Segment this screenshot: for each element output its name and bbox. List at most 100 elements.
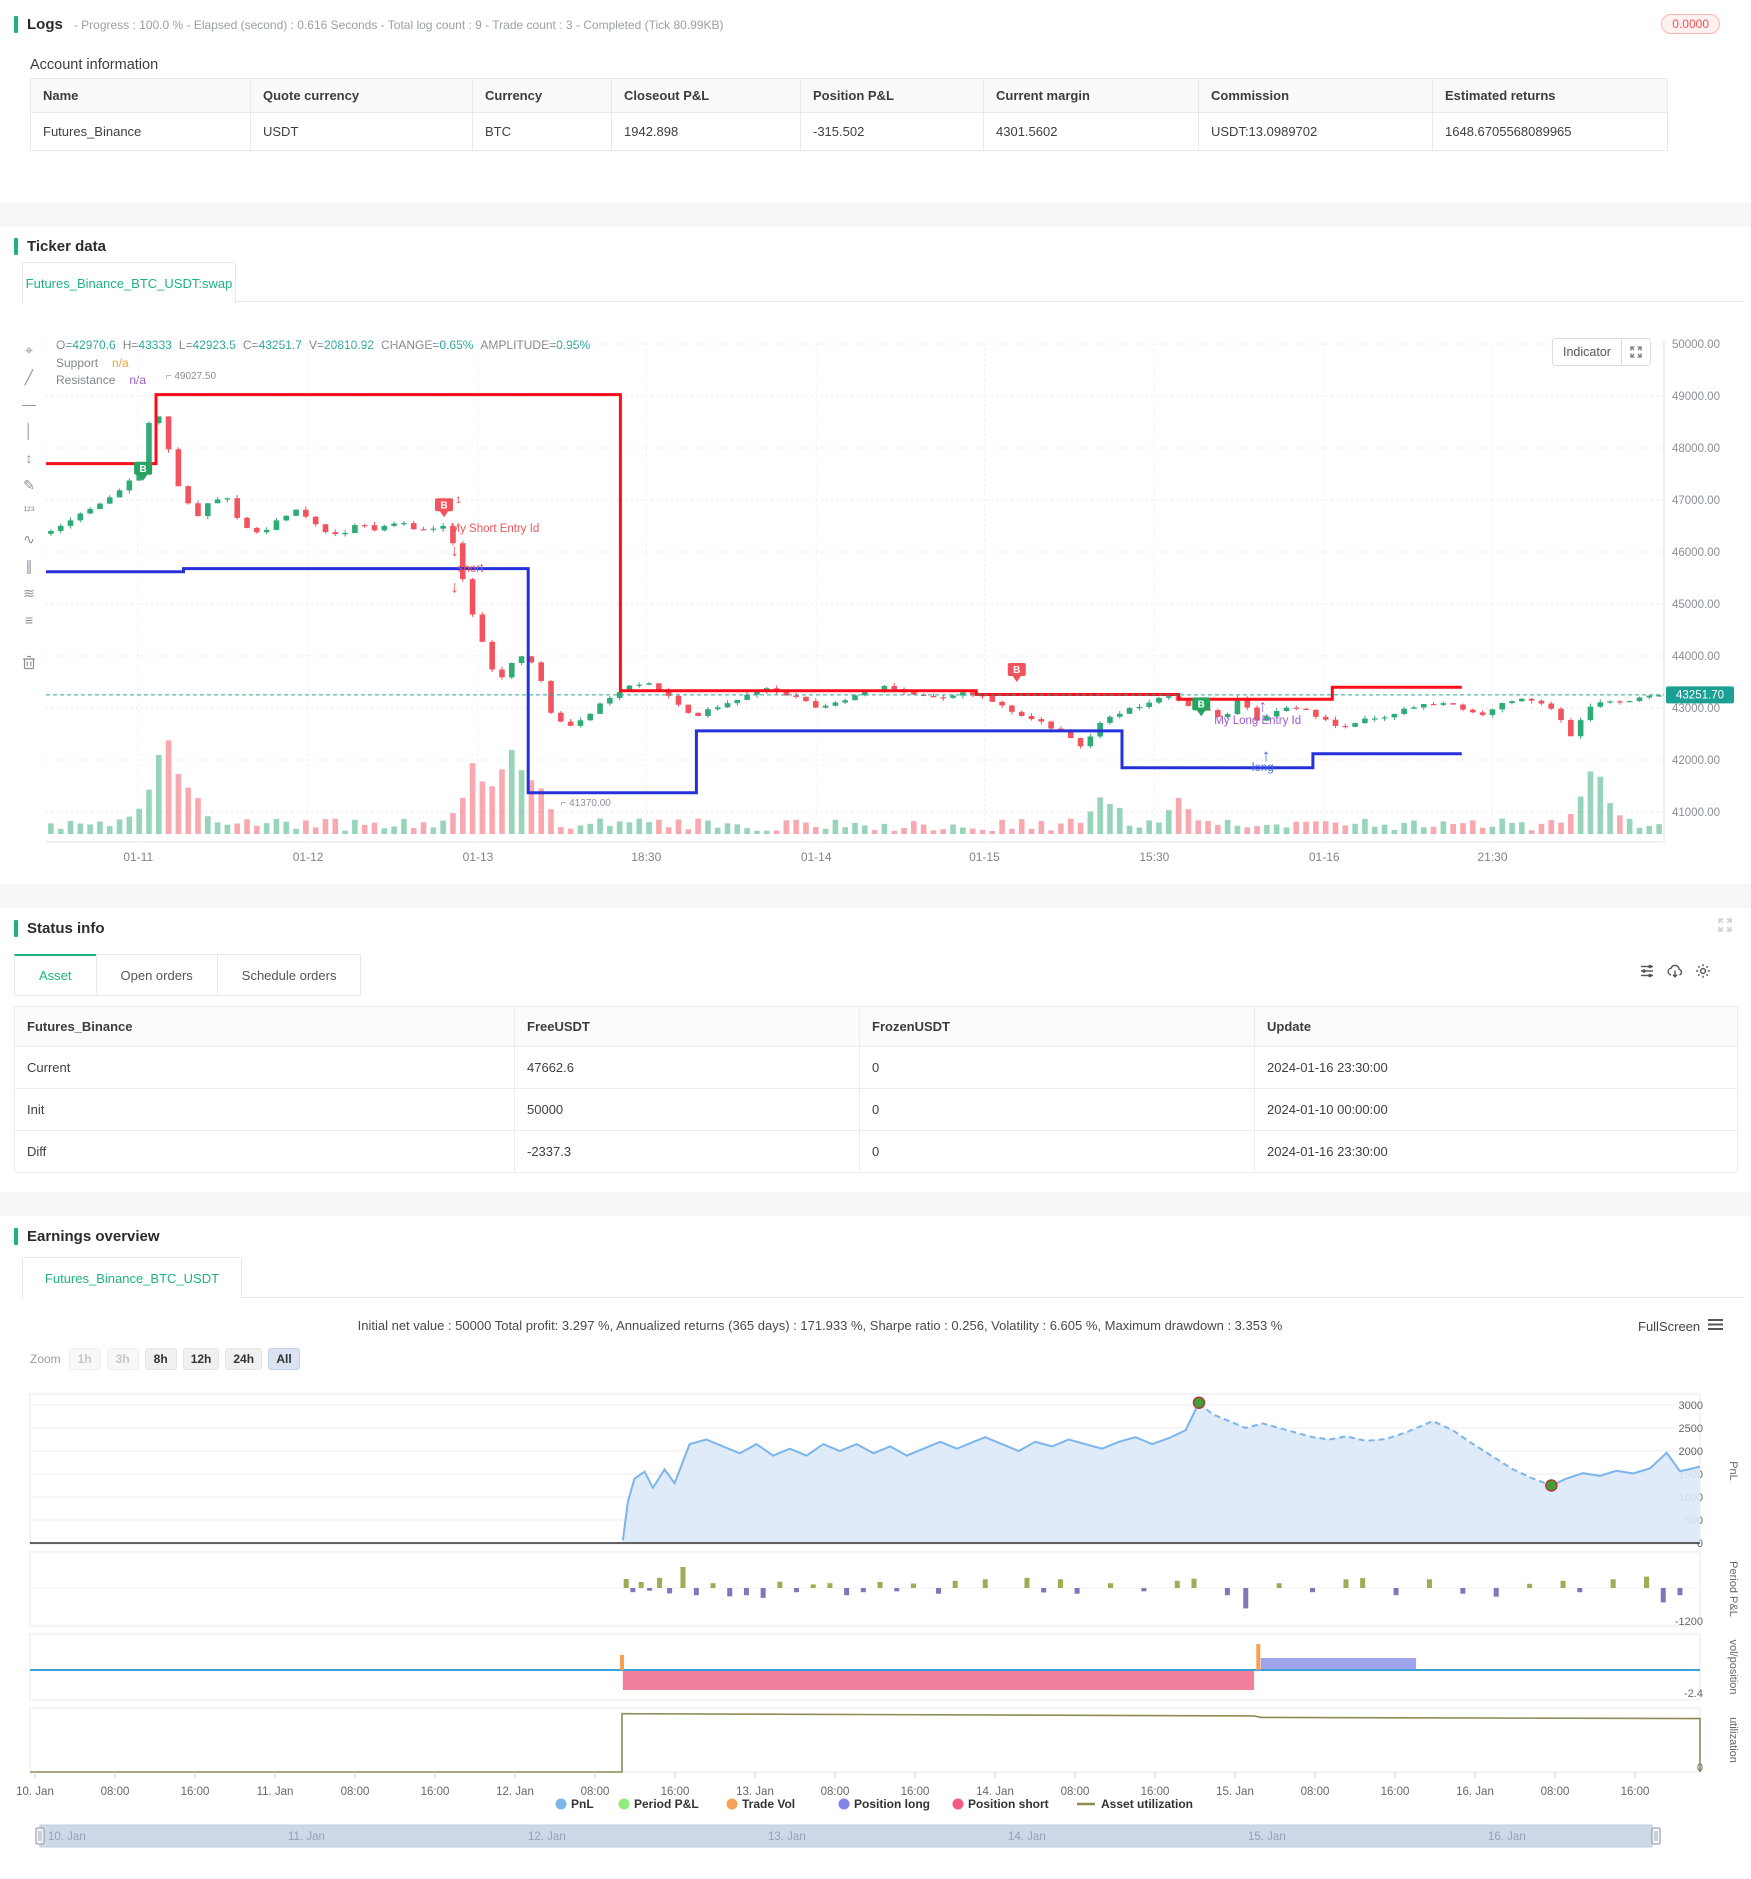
trash-icon[interactable] [16, 649, 42, 676]
logs-header: Logs - Progress : 100.0 % - Elapsed (sec… [14, 16, 724, 33]
svg-text:08:00: 08:00 [1541, 1786, 1570, 1798]
svg-text:14. Jan: 14. Jan [1008, 1831, 1046, 1843]
ticker-chart[interactable]: 50000.00 49000.00 48000.00 47000.00 46000.00… [36, 310, 1736, 875]
vertical-line-icon[interactable]: │ [24, 422, 34, 439]
hamburger-menu-icon[interactable] [1708, 1318, 1724, 1334]
zoom-1h-button[interactable]: 1h [68, 1348, 101, 1370]
col-quote-currency: Quote currency [250, 78, 473, 113]
ohlc-open-label: O= [56, 338, 73, 352]
fib-retracement-icon[interactable]: ≋ [23, 584, 35, 601]
section-divider [0, 1192, 1751, 1216]
accent-bar [14, 16, 18, 33]
cell-position-pnl: -315.502 [800, 112, 984, 151]
svg-text:12. Jan: 12. Jan [496, 1786, 534, 1798]
indicator-button[interactable]: Indicator [1552, 338, 1651, 366]
log-count-badge: 0.0000 [1661, 14, 1720, 34]
zoom-24h-button[interactable]: 24h [225, 1348, 263, 1370]
svg-text:2500: 2500 [1679, 1423, 1703, 1435]
trend-line-icon[interactable]: ╱ [24, 368, 34, 385]
init-update: 2024-01-10 00:00:00 [1254, 1088, 1738, 1131]
collapse-icon[interactable] [1718, 918, 1732, 937]
indicator-button-label: Indicator [1563, 345, 1611, 359]
status-tabs: Asset Open orders Schedule orders [14, 954, 362, 996]
account-header-row: Name Quote currency Currency Closeout P&… [30, 78, 1668, 113]
svg-text:15. Jan: 15. Jan [1248, 1831, 1286, 1843]
svg-text:15:30: 15:30 [1139, 850, 1169, 864]
svg-text:47000.00: 47000.00 [1672, 495, 1720, 507]
svg-text:16. Jan: 16. Jan [1456, 1786, 1494, 1798]
expand-icon[interactable] [1622, 346, 1650, 358]
support-label: Support [56, 356, 99, 370]
ohlc-low-value: 42923.5 [192, 338, 236, 352]
svg-text:18:30: 18:30 [631, 850, 661, 864]
parallel-channel-icon[interactable]: ∥ [25, 557, 33, 574]
asset-row-init: Init 50000 0 2024-01-10 00:00:00 [14, 1088, 1738, 1131]
earnings-section-title: Earnings overview [27, 1228, 160, 1245]
fullscreen-control[interactable]: FullScreen [1638, 1318, 1724, 1334]
zoom-8h-button[interactable]: 8h [144, 1348, 177, 1370]
svg-text:45000.00: 45000.00 [1672, 599, 1720, 611]
tab-schedule-orders[interactable]: Schedule orders [216, 954, 362, 996]
earnings-stats: Initial net value : 50000 Total profit: … [357, 1318, 1283, 1333]
row-label-init: Init [14, 1088, 515, 1131]
zoom-controls: Zoom 1h 3h 8h 12h 24h All [30, 1348, 306, 1370]
svg-text:41000.00: 41000.00 [1672, 807, 1720, 819]
zoom-all-button[interactable]: All [268, 1348, 301, 1370]
status-toolbar [1638, 962, 1712, 985]
status-section-title: Status info [27, 920, 105, 937]
svg-text:16:00: 16:00 [661, 1786, 690, 1798]
init-free: 50000 [514, 1088, 860, 1131]
gear-icon[interactable] [1694, 962, 1712, 985]
tab-ticker-symbol[interactable]: Futures_Binance_BTC_USDT:swap [22, 262, 236, 304]
accent-bar [14, 920, 18, 937]
brush-icon[interactable]: ✎ [23, 476, 35, 493]
cloud-download-icon[interactable] [1666, 962, 1684, 985]
price-range-icon[interactable]: ↕ [25, 449, 33, 466]
wave-pattern-icon[interactable]: ∿ [23, 530, 35, 547]
svg-text:⌐ 41370.00: ⌐ 41370.00 [561, 798, 612, 809]
text-annotation-icon[interactable]: ¹²³ [23, 505, 35, 517]
cell-commission: USDT:13.0989702 [1198, 112, 1433, 151]
svg-text:16:00: 16:00 [1621, 1786, 1650, 1798]
ohlc-amplitude-value: 0.95% [556, 338, 591, 352]
svg-text:08:00: 08:00 [821, 1786, 850, 1798]
tab-earnings-symbol[interactable]: Futures_Binance_BTC_USDT [22, 1257, 242, 1299]
svg-text:short: short [458, 563, 484, 575]
svg-text:↑: ↑ [1258, 696, 1267, 715]
svg-text:49000.00: 49000.00 [1672, 391, 1720, 403]
svg-text:My Short Entry Id: My Short Entry Id [451, 523, 540, 535]
crosshair-icon[interactable]: ⌖ [25, 341, 33, 358]
tab-open-orders[interactable]: Open orders [95, 954, 218, 996]
svg-text:utilization: utilization [1727, 1717, 1739, 1763]
col-commission: Commission [1198, 78, 1433, 113]
cell-current-margin: 4301.5602 [983, 112, 1199, 151]
current-free: 47662.6 [514, 1046, 860, 1089]
svg-text:10. Jan: 10. Jan [16, 1786, 54, 1798]
ohlc-change-value: 0.65% [439, 338, 474, 352]
svg-text:43000.00: 43000.00 [1672, 703, 1720, 715]
fullscreen-label: FullScreen [1638, 1318, 1701, 1334]
horizontal-line-icon[interactable]: ― [22, 395, 36, 412]
svg-text:16. Jan: 16. Jan [1488, 1831, 1526, 1843]
svg-text:long: long [1252, 762, 1274, 774]
accent-bar [14, 1228, 18, 1245]
asset-row-current: Current 47662.6 0 2024-01-16 23:30:00 [14, 1046, 1738, 1089]
list-settings-icon[interactable] [1638, 962, 1656, 985]
col-name: Name [30, 78, 251, 113]
section-divider [0, 203, 1751, 227]
asset-header-row: Futures_Binance FreeUSDT FrozenUSDT Upda… [14, 1006, 1738, 1047]
svg-text:21:30: 21:30 [1477, 850, 1507, 864]
resistance-value: n/a [129, 373, 147, 387]
svg-text:↓: ↓ [450, 541, 459, 560]
tab-asset[interactable]: Asset [14, 954, 97, 996]
svg-text:16:00: 16:00 [1381, 1786, 1410, 1798]
svg-text:08:00: 08:00 [101, 1786, 130, 1798]
zoom-12h-button[interactable]: 12h [182, 1348, 220, 1370]
svg-text:15. Jan: 15. Jan [1216, 1786, 1254, 1798]
indicator-list-icon[interactable]: ≡ [24, 611, 34, 628]
zoom-3h-button[interactable]: 3h [106, 1348, 139, 1370]
row-label-current[interactable]: Current [14, 1046, 515, 1089]
svg-text:Period P&L: Period P&L [1727, 1561, 1739, 1617]
